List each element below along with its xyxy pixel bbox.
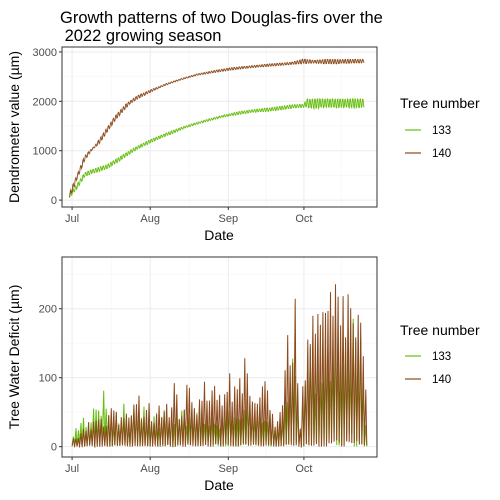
water-deficit-line-140	[71, 284, 368, 449]
x-tick-label: Sep	[219, 463, 239, 475]
water-deficit-x-ticks: Jul Aug Sep Oct	[65, 457, 312, 475]
legend-label-133: 133	[432, 351, 451, 363]
y-tick-label: 2000	[33, 96, 57, 108]
y-tick-label: 0	[51, 195, 57, 207]
x-tick-label: Oct	[295, 463, 312, 475]
water-deficit-x-axis-title: Date	[204, 477, 234, 493]
dendrometer-x-ticks: Jul Aug Sep Oct	[65, 207, 312, 225]
x-tick-label: Sep	[219, 213, 239, 225]
y-tick-label: 200	[39, 304, 57, 316]
water-deficit-legend-title: Tree number	[400, 322, 480, 338]
x-tick-label: Jul	[65, 463, 79, 475]
chart-title-line-2: 2022 growing season	[60, 27, 221, 45]
dendrometer-line-140	[69, 58, 365, 198]
y-tick-label: 1000	[33, 146, 57, 158]
dendrometer-series	[69, 58, 365, 198]
x-tick-label: Jul	[65, 213, 79, 225]
dendrometer-chart: 0 1000 2000 3000 Jul Aug Sep Oct Date Dendrome…	[6, 46, 480, 243]
water-deficit-gridlines	[62, 257, 377, 457]
y-tick-label: 100	[39, 373, 57, 385]
water-deficit-series	[71, 284, 368, 449]
dendrometer-legend-title: Tree number	[400, 95, 480, 111]
x-tick-label: Aug	[140, 213, 160, 225]
water-deficit-y-ticks: 0 100 200	[39, 304, 62, 454]
legend-label-133: 133	[432, 125, 451, 137]
x-tick-label: Oct	[295, 213, 312, 225]
dendrometer-legend: Tree number 133 140	[400, 95, 480, 160]
chart-title-line-1: Growth patterns of two Douglas-firs over…	[60, 9, 383, 27]
water-deficit-chart: 0 100 200 Jul Aug Sep Oct Date Tree Water Def…	[6, 256, 480, 493]
y-tick-label: 0	[51, 442, 57, 454]
legend-label-140: 140	[432, 374, 451, 386]
dendrometer-line-133	[69, 97, 365, 198]
water-deficit-legend: Tree number 133 140	[400, 322, 480, 386]
dendrometer-panel-background	[62, 47, 377, 207]
y-tick-label: 3000	[33, 47, 57, 59]
legend-label-140: 140	[432, 148, 451, 160]
dendrometer-y-axis-title: Dendrometer value (µm)	[6, 51, 22, 203]
dendrometer-panel-border	[61, 46, 378, 208]
dendrometer-x-axis-title: Date	[204, 227, 234, 243]
x-tick-label: Aug	[140, 463, 160, 475]
water-deficit-y-axis-title: Tree Water Deficit (µm)	[6, 285, 22, 430]
dendrometer-y-ticks: 0 1000 2000 3000	[33, 47, 62, 207]
water-deficit-panel-border	[61, 256, 378, 458]
